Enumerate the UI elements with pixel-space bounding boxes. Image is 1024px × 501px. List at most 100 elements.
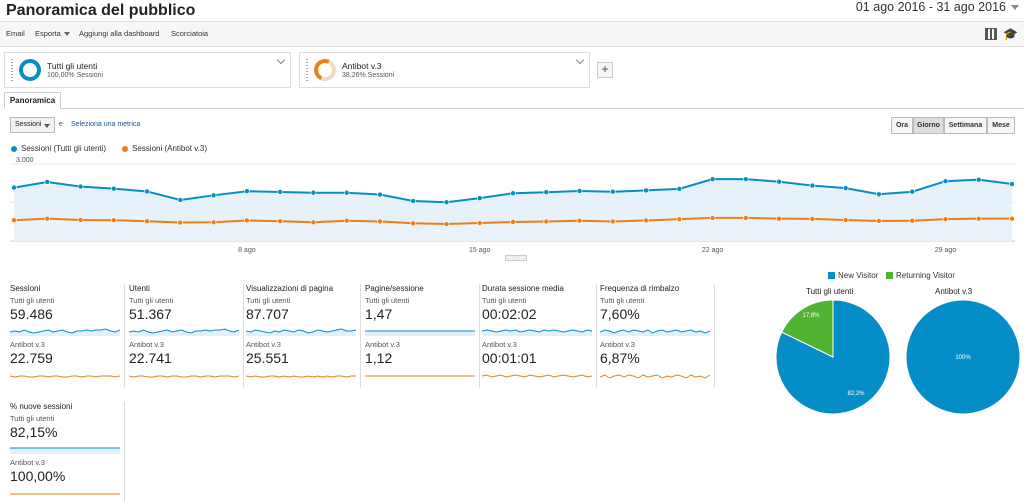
point-antibot[interactable] bbox=[975, 215, 982, 222]
point-all-users[interactable] bbox=[709, 176, 716, 182]
shortcut-button[interactable]: Scorciatoia bbox=[171, 29, 209, 38]
point-all-users[interactable] bbox=[776, 178, 782, 185]
point-antibot[interactable] bbox=[609, 218, 616, 225]
qr-grid-icon[interactable] bbox=[985, 28, 997, 40]
point-antibot[interactable] bbox=[277, 218, 283, 225]
drag-handle-icon[interactable] bbox=[11, 59, 13, 83]
point-all-users[interactable] bbox=[909, 188, 916, 195]
point-all-users[interactable] bbox=[942, 178, 949, 184]
point-antibot[interactable] bbox=[743, 215, 749, 221]
point-all-users[interactable] bbox=[809, 182, 816, 189]
point-all-users[interactable] bbox=[210, 192, 217, 199]
period-hour-button[interactable]: Ora bbox=[891, 117, 913, 134]
metric-box[interactable]: Pagine/sessione Tutti gli utenti 1,47 An… bbox=[365, 284, 480, 388]
point-all-users[interactable] bbox=[111, 185, 117, 192]
point-all-users[interactable] bbox=[676, 186, 683, 192]
period-day-button[interactable]: Giorno bbox=[913, 117, 944, 134]
point-antibot[interactable] bbox=[11, 217, 17, 224]
point-antibot[interactable] bbox=[809, 216, 816, 222]
select-metric-link[interactable]: Seleziona una metrica bbox=[71, 121, 141, 128]
point-antibot[interactable] bbox=[643, 217, 649, 224]
period-month-button[interactable]: Mese bbox=[987, 117, 1015, 134]
pie-slice-new-visitor[interactable] bbox=[775, 299, 891, 415]
point-antibot[interactable] bbox=[44, 215, 51, 222]
segment-card-antibot[interactable]: Antibot v.3 38,26% Sessioni bbox=[299, 52, 590, 88]
point-antibot[interactable] bbox=[876, 218, 882, 224]
point-antibot[interactable] bbox=[244, 217, 250, 224]
drag-handle-icon[interactable] bbox=[306, 59, 308, 83]
metric-box[interactable]: Sessioni Tutti gli utenti 59.486 Antibot… bbox=[10, 284, 125, 388]
point-antibot[interactable] bbox=[942, 216, 949, 222]
add-segment-button[interactable]: + bbox=[597, 62, 613, 78]
point-all-users[interactable] bbox=[543, 189, 550, 196]
point-antibot[interactable] bbox=[476, 220, 483, 226]
point-antibot[interactable] bbox=[310, 219, 317, 226]
point-all-users[interactable] bbox=[643, 187, 649, 194]
metric-box[interactable]: Visualizzazioni di pagina Tutti gli uten… bbox=[246, 284, 361, 388]
point-antibot[interactable] bbox=[709, 215, 716, 221]
chevron-down-icon[interactable] bbox=[276, 55, 286, 65]
point-all-users[interactable] bbox=[377, 191, 383, 198]
point-antibot[interactable] bbox=[1009, 215, 1015, 222]
point-all-users[interactable] bbox=[44, 179, 51, 185]
point-all-users[interactable] bbox=[609, 188, 616, 195]
metric-dropdown-label: Sessioni bbox=[15, 121, 42, 128]
metric-box[interactable]: Frequenza di rimbalzo Tutti gli utenti 7… bbox=[600, 284, 715, 388]
tab-overview[interactable]: Panoramica bbox=[4, 92, 61, 109]
segment-card-all-users[interactable]: Tutti gli utenti 100,00% Sessioni bbox=[4, 52, 291, 88]
point-all-users[interactable] bbox=[310, 189, 317, 196]
metric-box[interactable]: % nuove sessioni Tutti gli utenti 82,15%… bbox=[10, 402, 125, 501]
point-all-users[interactable] bbox=[510, 190, 516, 197]
point-all-users[interactable] bbox=[576, 188, 583, 194]
add-to-dashboard-button[interactable]: Aggiungi alla dashboard bbox=[79, 29, 160, 38]
point-antibot[interactable] bbox=[576, 217, 583, 224]
graduation-cap-icon[interactable]: 🎓 bbox=[1003, 27, 1018, 41]
export-button[interactable]: Esporta bbox=[35, 29, 70, 38]
email-button[interactable]: Email bbox=[6, 29, 25, 38]
date-range-picker[interactable]: 01 ago 2016 - 31 ago 2016 bbox=[855, 0, 1006, 14]
point-antibot[interactable] bbox=[343, 217, 350, 224]
point-all-users[interactable] bbox=[244, 188, 250, 195]
metric-box[interactable]: Utenti Tutti gli utenti 51.367 Antibot v… bbox=[129, 284, 244, 388]
point-antibot[interactable] bbox=[177, 219, 184, 226]
point-antibot[interactable] bbox=[443, 221, 450, 227]
metric-value-antibot: 1,12 bbox=[365, 350, 393, 366]
point-all-users[interactable] bbox=[277, 189, 283, 195]
point-all-users[interactable] bbox=[77, 183, 84, 190]
point-all-users[interactable] bbox=[743, 176, 749, 182]
point-antibot[interactable] bbox=[510, 219, 516, 225]
point-antibot[interactable] bbox=[543, 218, 550, 225]
point-all-users[interactable] bbox=[842, 185, 849, 191]
point-all-users[interactable] bbox=[1009, 181, 1015, 187]
point-antibot[interactable] bbox=[210, 219, 217, 226]
metric-box[interactable]: Durata sessione media Tutti gli utenti 0… bbox=[482, 284, 597, 388]
point-antibot[interactable] bbox=[776, 215, 782, 222]
chart-resize-handle[interactable] bbox=[505, 255, 527, 261]
pie-slice-label: 82,2% bbox=[847, 391, 865, 397]
point-all-users[interactable] bbox=[443, 199, 450, 206]
point-all-users[interactable] bbox=[343, 189, 350, 196]
point-all-users[interactable] bbox=[11, 184, 17, 191]
metric-dropdown[interactable]: Sessioni bbox=[10, 117, 55, 133]
point-all-users[interactable] bbox=[177, 197, 184, 203]
chevron-down-icon[interactable] bbox=[575, 55, 585, 65]
point-all-users[interactable] bbox=[876, 191, 882, 198]
point-antibot[interactable] bbox=[377, 218, 383, 225]
pie-slice-returning-visitor[interactable] bbox=[781, 299, 834, 358]
point-all-users[interactable] bbox=[410, 198, 417, 204]
point-all-users[interactable] bbox=[476, 195, 483, 201]
point-antibot[interactable] bbox=[410, 220, 417, 227]
pie-slice-new-visitor[interactable] bbox=[905, 299, 1021, 415]
point-all-users[interactable] bbox=[144, 188, 150, 195]
point-antibot[interactable] bbox=[77, 217, 84, 223]
metric-value-all-users: 7,60% bbox=[600, 306, 640, 322]
period-week-button[interactable]: Settimana bbox=[944, 117, 987, 134]
chevron-down-icon[interactable] bbox=[1011, 5, 1019, 10]
point-antibot[interactable] bbox=[909, 217, 916, 224]
point-antibot[interactable] bbox=[842, 217, 849, 223]
point-antibot[interactable] bbox=[144, 218, 150, 225]
point-antibot[interactable] bbox=[676, 216, 683, 222]
point-antibot[interactable] bbox=[111, 217, 117, 224]
point-all-users[interactable] bbox=[975, 176, 982, 183]
